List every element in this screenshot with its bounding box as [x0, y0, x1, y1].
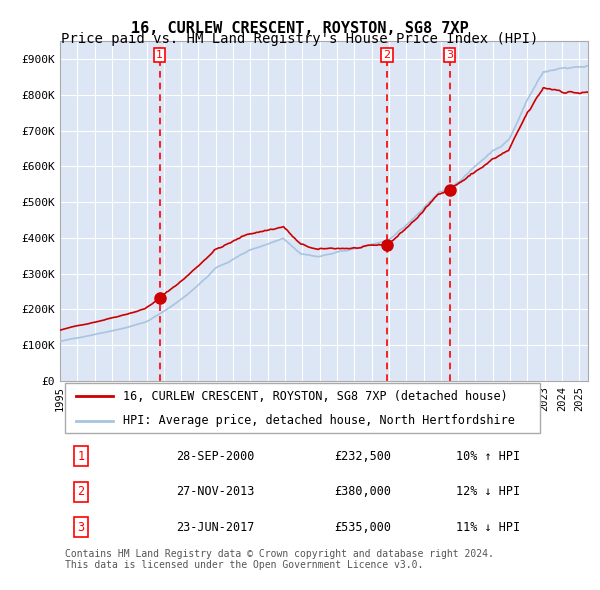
Text: Contains HM Land Registry data © Crown copyright and database right 2024.
This d: Contains HM Land Registry data © Crown c…	[65, 549, 494, 571]
Text: 28-SEP-2000: 28-SEP-2000	[176, 450, 254, 463]
Text: 3: 3	[446, 50, 453, 60]
Text: 3: 3	[77, 521, 85, 534]
Text: 16, CURLEW CRESCENT, ROYSTON, SG8 7XP (detached house): 16, CURLEW CRESCENT, ROYSTON, SG8 7XP (d…	[124, 390, 508, 403]
Text: £380,000: £380,000	[335, 486, 392, 499]
Text: 10% ↑ HPI: 10% ↑ HPI	[456, 450, 520, 463]
Text: 2: 2	[77, 486, 85, 499]
Text: 1: 1	[156, 50, 163, 60]
Text: 27-NOV-2013: 27-NOV-2013	[176, 486, 254, 499]
Text: 12% ↓ HPI: 12% ↓ HPI	[456, 486, 520, 499]
Text: 2: 2	[383, 50, 391, 60]
Text: Price paid vs. HM Land Registry's House Price Index (HPI): Price paid vs. HM Land Registry's House …	[61, 32, 539, 47]
Text: 11% ↓ HPI: 11% ↓ HPI	[456, 521, 520, 534]
Text: HPI: Average price, detached house, North Hertfordshire: HPI: Average price, detached house, Nort…	[124, 414, 515, 427]
Text: 23-JUN-2017: 23-JUN-2017	[176, 521, 254, 534]
Text: 1: 1	[77, 450, 85, 463]
FancyBboxPatch shape	[65, 384, 541, 434]
Text: £535,000: £535,000	[335, 521, 392, 534]
Text: 16, CURLEW CRESCENT, ROYSTON, SG8 7XP: 16, CURLEW CRESCENT, ROYSTON, SG8 7XP	[131, 21, 469, 35]
Text: £232,500: £232,500	[335, 450, 392, 463]
